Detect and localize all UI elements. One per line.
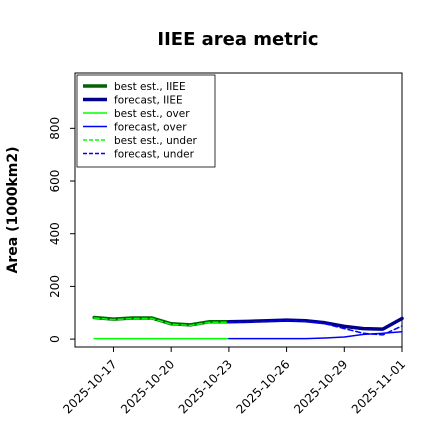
legend-label: best est., over	[114, 108, 190, 120]
x-tick-label: 2025-10-29	[291, 357, 350, 416]
x-tick-label: 2025-10-23	[176, 357, 235, 416]
legend-label: forecast, IIEE	[114, 95, 183, 107]
legend-label: best est., under	[114, 135, 198, 147]
chart-title: IIEE area metric	[157, 29, 318, 50]
x-tick-label: 2025-10-26	[233, 357, 292, 416]
legend-label: forecast, over	[114, 122, 187, 134]
x-tick-label: 2025-10-17	[60, 357, 119, 416]
x-tick-label: 2025-10-20	[118, 357, 177, 416]
series-line-1	[227, 316, 404, 331]
y-tick-label: 200	[48, 275, 62, 298]
series-line-3	[228, 330, 403, 340]
y-tick-label: 600	[48, 170, 62, 193]
legend-label: best est., IIEE	[114, 81, 186, 93]
series-line-4	[93, 317, 230, 327]
y-axis-label: Area (1000km2)	[5, 147, 21, 274]
legend-label: forecast, under	[114, 149, 195, 161]
legend-box	[76, 74, 216, 168]
plot-area: 02004006008002025-10-172025-10-202025-10…	[48, 72, 408, 416]
y-tick-label: 800	[48, 117, 62, 140]
series-line-5	[228, 319, 403, 336]
y-tick-label: 400	[48, 222, 62, 245]
y-tick-label: 0	[48, 335, 62, 343]
plot-frame	[74, 72, 403, 348]
x-tick-label: 2025-11-01	[349, 357, 408, 416]
